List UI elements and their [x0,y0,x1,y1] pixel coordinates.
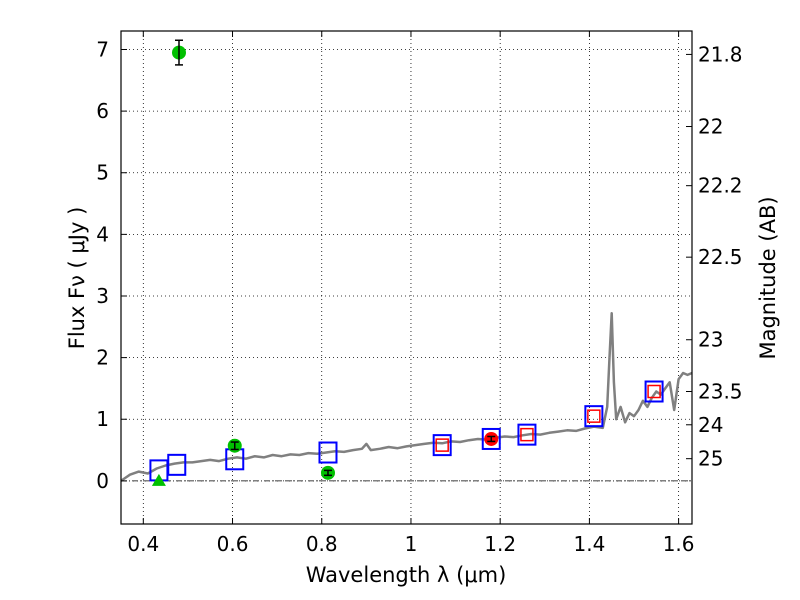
y-tick-label: 6 [96,99,109,123]
y-axis-label: Flux Fν ( μJy ) [65,207,89,350]
model-band-square [481,427,501,450]
model-band-square [584,405,604,428]
y-tick-labels: 0 1 2 3 4 5 6 7 [96,37,109,492]
x-axis-label: Wavelength λ (μm) [306,563,507,587]
magnitude-tick-label: 24 [698,413,723,437]
y-tick-label: 7 [96,37,109,61]
x-tick-labels: 0.4 0.6 0.8 1 1.2 1.4 1.6 [127,532,694,556]
y-axis-right-label: Magnitude (AB) [756,196,780,359]
plot-area [120,39,693,486]
x-tick-label: 0.8 [306,532,338,556]
model-band-square [517,423,537,446]
magnitude-tick-label: 23.5 [698,380,743,404]
y-tick-label: 3 [96,284,109,308]
x-tick-label: 1 [405,532,418,556]
observed-red-square [435,438,449,452]
x-tick-label: 1.2 [484,532,516,556]
observed-red-square [587,409,601,423]
magnitude-tick-label: 22.5 [698,245,743,269]
magnitude-tick-label: 22.2 [698,174,743,198]
plot-frame [120,30,693,525]
x-tick-label: 0.4 [127,532,159,556]
observed-red-square [647,384,661,399]
magnitude-tick-label: 21.8 [698,42,743,66]
upper-limit-triangle [151,473,166,486]
y-tick-label: 5 [96,161,109,185]
magnitude-tick-label: 22 [698,115,723,139]
model-sed-line [120,311,693,482]
magnitude-tick-label: 25 [698,447,723,471]
y-tick-label: 4 [96,222,109,246]
y-tick-label: 0 [96,469,109,493]
magnitude-tick-labels: 21.8 22 22.2 22.5 23 23.5 24 25 [698,42,743,470]
magnitude-tick-label: 23 [698,328,723,352]
x-tick-label: 0.6 [217,532,249,556]
model-band-square [644,380,664,403]
y-tick-label: 1 [96,407,109,431]
model-band-square [432,434,452,457]
x-tick-label: 1.4 [573,532,605,556]
observed-red-square [520,427,534,442]
model-band-square [318,441,338,464]
model-band-square [167,453,187,476]
x-tick-label: 1.6 [663,532,695,556]
y-tick-label: 2 [96,346,109,370]
ticks [121,31,692,524]
